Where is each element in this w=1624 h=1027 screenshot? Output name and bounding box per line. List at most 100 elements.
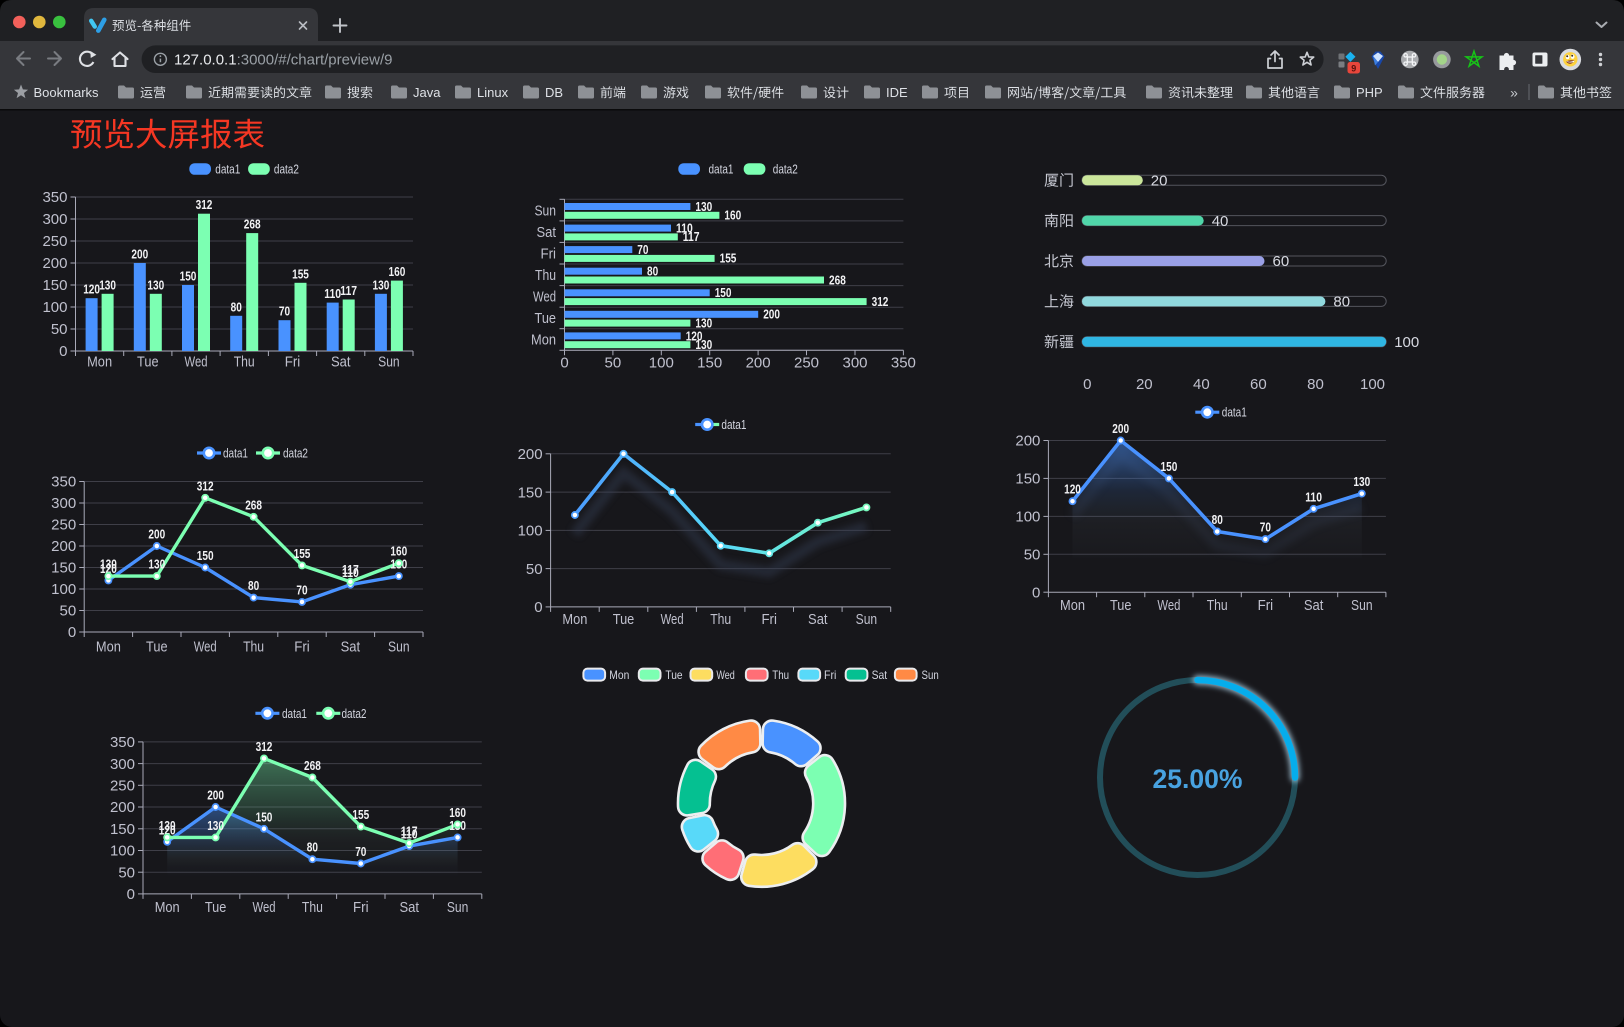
svg-text:200: 200 — [51, 538, 76, 555]
svg-text:160: 160 — [389, 265, 406, 279]
svg-text:Wed: Wed — [661, 611, 684, 628]
svg-text:150: 150 — [518, 484, 543, 501]
svg-text:150: 150 — [256, 810, 273, 824]
svg-text:117: 117 — [340, 284, 357, 298]
svg-text:20: 20 — [1151, 172, 1168, 189]
svg-text:150: 150 — [1161, 460, 1178, 474]
svg-text:Sun: Sun — [535, 202, 557, 219]
svg-text:Sat: Sat — [341, 639, 361, 656]
svg-text:200: 200 — [131, 248, 148, 262]
svg-text:Thu: Thu — [302, 899, 323, 916]
svg-text:200: 200 — [518, 446, 543, 463]
svg-text:Thu: Thu — [243, 639, 264, 656]
svg-text:150: 150 — [197, 549, 214, 563]
svg-text:160: 160 — [449, 806, 466, 820]
svg-text:127.0.0.1:3000/#/chart/preview: 127.0.0.1:3000/#/chart/preview/9 — [174, 51, 393, 68]
svg-text:data2: data2 — [342, 706, 367, 721]
svg-text:100: 100 — [1360, 376, 1385, 393]
svg-text:130: 130 — [99, 278, 116, 292]
svg-text:PHP: PHP — [1356, 85, 1383, 100]
svg-text:312: 312 — [872, 295, 889, 309]
svg-text:Sat: Sat — [1304, 597, 1324, 614]
svg-text:9: 9 — [1351, 64, 1356, 74]
svg-text:Fri: Fri — [824, 668, 836, 682]
svg-text:130: 130 — [159, 819, 176, 833]
svg-text:Wed: Wed — [533, 289, 556, 306]
svg-text:130: 130 — [148, 558, 165, 572]
svg-text:60: 60 — [1250, 376, 1267, 393]
svg-text:155: 155 — [294, 547, 311, 561]
svg-text:0: 0 — [68, 624, 76, 641]
svg-text:350: 350 — [42, 189, 67, 206]
svg-text:data2: data2 — [773, 162, 798, 177]
svg-text:268: 268 — [829, 273, 846, 287]
svg-text:80: 80 — [647, 265, 658, 279]
svg-text:Thu: Thu — [1207, 597, 1228, 614]
svg-text:130: 130 — [373, 278, 390, 292]
svg-text:70: 70 — [279, 305, 290, 319]
svg-text:312: 312 — [196, 198, 213, 212]
svg-text:»: » — [1510, 85, 1518, 101]
svg-text:data1: data1 — [1222, 405, 1247, 420]
svg-text:data1: data1 — [215, 162, 240, 177]
svg-text:130: 130 — [695, 338, 712, 352]
svg-text:Sat: Sat — [399, 899, 419, 916]
svg-text:Tue: Tue — [205, 899, 227, 916]
svg-text:110: 110 — [401, 828, 418, 842]
svg-text:200: 200 — [42, 255, 67, 272]
svg-text:100: 100 — [42, 299, 67, 316]
svg-text:40: 40 — [1212, 213, 1229, 230]
svg-text:130: 130 — [1353, 475, 1370, 489]
svg-text:160: 160 — [724, 209, 741, 223]
svg-text:130: 130 — [147, 278, 164, 292]
svg-text:50: 50 — [51, 321, 68, 338]
svg-text:Tue: Tue — [146, 639, 168, 656]
svg-text:Tue: Tue — [665, 668, 682, 682]
svg-text:data1: data1 — [709, 162, 734, 177]
svg-text:120: 120 — [83, 283, 100, 297]
svg-text:117: 117 — [342, 563, 359, 577]
svg-text:60: 60 — [1273, 253, 1290, 270]
svg-text:70: 70 — [355, 845, 366, 859]
svg-text:50: 50 — [1024, 547, 1041, 564]
svg-text:200: 200 — [1015, 433, 1040, 450]
svg-text:312: 312 — [197, 479, 214, 493]
svg-text:data1: data1 — [721, 417, 746, 432]
svg-text:Fri: Fri — [761, 611, 777, 628]
svg-text:IDE: IDE — [886, 85, 908, 100]
svg-text:150: 150 — [180, 270, 197, 284]
svg-text:Wed: Wed — [194, 639, 217, 656]
svg-text:80: 80 — [231, 300, 242, 314]
svg-text:100: 100 — [1394, 334, 1419, 351]
svg-text:250: 250 — [42, 233, 67, 250]
svg-text:Thu: Thu — [772, 668, 789, 682]
svg-text:Tue: Tue — [1110, 597, 1132, 614]
svg-text:350: 350 — [51, 474, 76, 491]
svg-text:130: 130 — [100, 558, 117, 572]
svg-text:200: 200 — [1112, 422, 1129, 436]
svg-text:150: 150 — [715, 286, 732, 300]
svg-text:268: 268 — [304, 759, 321, 773]
svg-text:117: 117 — [401, 825, 418, 839]
svg-text:Bookmarks: Bookmarks — [34, 85, 100, 100]
svg-text:150: 150 — [110, 821, 135, 838]
svg-text:300: 300 — [842, 355, 867, 372]
svg-text:Sat: Sat — [331, 353, 351, 370]
svg-text:Fri: Fri — [353, 899, 369, 916]
svg-text:Sun: Sun — [856, 611, 878, 628]
svg-text:312: 312 — [256, 740, 273, 754]
svg-text:100: 100 — [649, 355, 674, 372]
svg-text:250: 250 — [794, 355, 819, 372]
svg-text:100: 100 — [518, 523, 543, 540]
svg-text:80: 80 — [1333, 294, 1350, 311]
svg-text:110: 110 — [342, 566, 359, 580]
svg-text:Fri: Fri — [294, 639, 310, 656]
svg-text:120: 120 — [686, 329, 703, 343]
svg-text:0: 0 — [1083, 376, 1091, 393]
svg-text:155: 155 — [352, 808, 369, 822]
svg-text:200: 200 — [746, 355, 771, 372]
svg-text:Wed: Wed — [185, 353, 208, 370]
svg-text:Sun: Sun — [922, 668, 939, 682]
svg-text:0: 0 — [1032, 584, 1040, 601]
svg-text:155: 155 — [292, 267, 309, 281]
